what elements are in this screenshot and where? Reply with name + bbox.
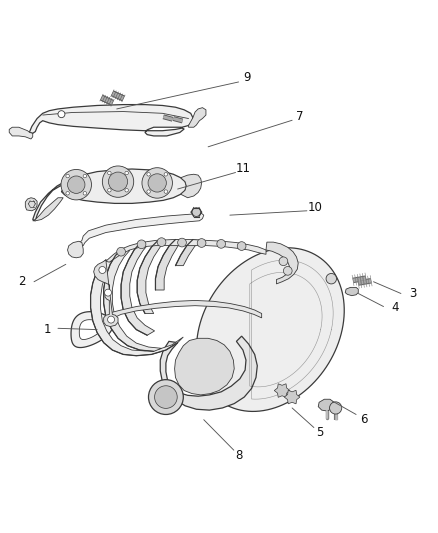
- Polygon shape: [33, 169, 186, 221]
- Text: 6: 6: [360, 413, 367, 426]
- Circle shape: [108, 171, 111, 175]
- Circle shape: [67, 176, 85, 193]
- Text: 4: 4: [392, 301, 399, 314]
- Polygon shape: [67, 241, 83, 258]
- Circle shape: [155, 386, 177, 408]
- Circle shape: [125, 189, 128, 192]
- Text: 3: 3: [409, 287, 417, 300]
- Circle shape: [148, 379, 184, 415]
- Circle shape: [83, 174, 87, 178]
- Circle shape: [237, 241, 246, 251]
- Text: 5: 5: [316, 426, 324, 439]
- Circle shape: [83, 191, 87, 195]
- Polygon shape: [318, 399, 333, 411]
- Polygon shape: [91, 260, 184, 356]
- Text: 8: 8: [235, 449, 242, 462]
- Text: 7: 7: [296, 110, 303, 123]
- Polygon shape: [25, 198, 37, 211]
- Polygon shape: [30, 104, 193, 136]
- Polygon shape: [160, 336, 257, 410]
- Circle shape: [326, 273, 336, 284]
- Circle shape: [283, 266, 292, 275]
- Circle shape: [125, 171, 128, 175]
- Circle shape: [137, 240, 146, 249]
- Polygon shape: [345, 287, 358, 296]
- Text: 9: 9: [244, 71, 251, 84]
- Circle shape: [108, 189, 111, 192]
- Circle shape: [157, 238, 166, 246]
- Polygon shape: [181, 174, 201, 198]
- Circle shape: [117, 247, 125, 256]
- Polygon shape: [274, 384, 290, 397]
- Circle shape: [66, 191, 69, 195]
- Circle shape: [58, 111, 65, 118]
- Circle shape: [329, 402, 342, 414]
- Circle shape: [164, 190, 168, 193]
- Circle shape: [66, 174, 69, 178]
- Polygon shape: [110, 301, 261, 320]
- Circle shape: [105, 289, 112, 296]
- Polygon shape: [188, 108, 206, 127]
- Circle shape: [147, 173, 150, 176]
- Polygon shape: [71, 312, 113, 348]
- Text: 2: 2: [18, 275, 26, 288]
- Circle shape: [148, 174, 166, 192]
- Circle shape: [109, 172, 127, 191]
- Circle shape: [142, 168, 173, 198]
- Polygon shape: [79, 320, 102, 340]
- Circle shape: [99, 266, 106, 273]
- Polygon shape: [176, 239, 201, 265]
- Circle shape: [108, 316, 115, 323]
- Polygon shape: [104, 249, 162, 351]
- Polygon shape: [175, 338, 234, 395]
- Polygon shape: [80, 213, 204, 246]
- Polygon shape: [121, 244, 155, 335]
- Polygon shape: [9, 127, 33, 139]
- Circle shape: [61, 169, 92, 200]
- Polygon shape: [197, 248, 344, 411]
- Circle shape: [164, 173, 168, 176]
- Circle shape: [147, 190, 150, 193]
- Circle shape: [102, 166, 134, 197]
- Circle shape: [178, 238, 186, 247]
- Circle shape: [279, 257, 288, 265]
- Polygon shape: [266, 242, 298, 284]
- Polygon shape: [106, 239, 266, 262]
- Circle shape: [217, 239, 226, 248]
- Circle shape: [192, 208, 201, 216]
- Circle shape: [197, 239, 206, 247]
- Text: 10: 10: [307, 201, 322, 214]
- Polygon shape: [137, 240, 166, 313]
- Polygon shape: [155, 239, 184, 290]
- Text: 11: 11: [236, 162, 251, 175]
- Polygon shape: [33, 198, 63, 221]
- Polygon shape: [94, 260, 118, 327]
- Text: 1: 1: [43, 323, 51, 336]
- Polygon shape: [284, 390, 300, 404]
